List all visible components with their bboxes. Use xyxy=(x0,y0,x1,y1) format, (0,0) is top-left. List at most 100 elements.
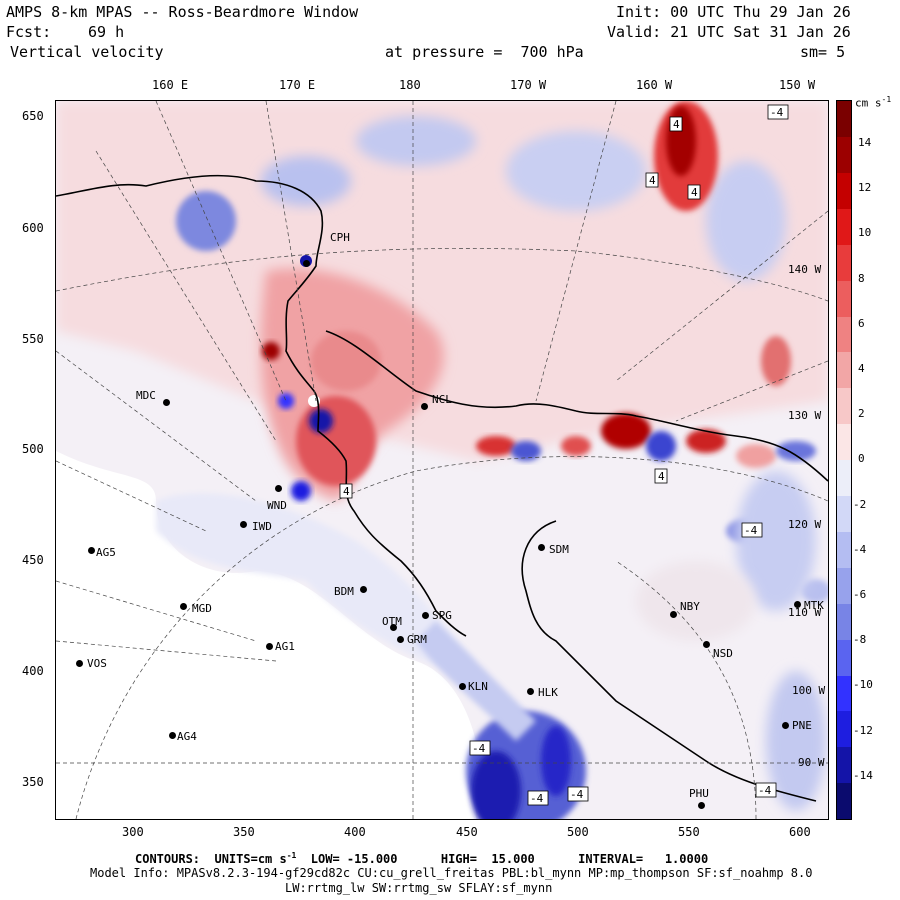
contour-label: 4 xyxy=(673,118,680,131)
station-label-pne: PNE xyxy=(792,719,812,732)
station-label-wnd: WND xyxy=(267,499,287,512)
descent-patch xyxy=(766,671,826,811)
lon-label: 100 W xyxy=(792,684,825,697)
lon-label: 120 W xyxy=(788,518,821,531)
station-marker[interactable] xyxy=(421,403,428,410)
colorbar-segment xyxy=(837,244,851,281)
colorbar-segment xyxy=(837,424,851,461)
station-label-grm: GRM xyxy=(407,633,427,646)
station-label-otm: OTM xyxy=(382,615,402,628)
graticule xyxy=(56,101,828,819)
descent-patch xyxy=(706,161,786,281)
colorbar-segment xyxy=(837,352,851,389)
station-marker[interactable] xyxy=(169,732,176,739)
colorbar-units: cm s-1 xyxy=(855,96,891,109)
colorbar-segment xyxy=(837,567,851,604)
lon-label-160w: 160 W xyxy=(636,78,673,92)
colorbar-segment xyxy=(837,316,851,353)
contours-info: CONTOURS: UNITS=cm s-1 LOW= -15.000 HIGH… xyxy=(135,852,709,866)
lon-label: 110 W xyxy=(788,606,821,619)
descent-core xyxy=(541,726,571,796)
valid-time: Valid: 21 UTC Sat 31 Jan 26 xyxy=(607,23,851,41)
station-marker[interactable] xyxy=(782,722,789,729)
colorbar-label: 4 xyxy=(858,362,865,375)
station-label-spg: SPG xyxy=(432,609,452,622)
colorbar-label: 8 xyxy=(858,271,865,285)
colorbar-label: -12 xyxy=(853,723,873,737)
vertical-velocity-field: 4 4 4 4 4 -4 -4 -4 -4 -4 -4 140 W 130 W xyxy=(56,101,828,819)
station-label-ag1: AG1 xyxy=(275,640,295,653)
lon-label-150w: 150 W xyxy=(779,78,816,92)
colorbar-segment xyxy=(837,675,851,712)
colorbar-segment xyxy=(837,460,851,496)
station-marker[interactable] xyxy=(527,688,534,695)
colorbar-segment xyxy=(837,208,851,245)
colorbar-segment xyxy=(837,495,851,532)
model-info-line2: LW:rrtmg_lw SW:rrtmg_sw SFLAY:sf_mynn xyxy=(285,881,553,895)
station-label-ag5: AG5 xyxy=(96,546,116,559)
contour-label: -4 xyxy=(758,784,772,797)
station-label-vos: VOS xyxy=(87,657,107,670)
colorbar-label: 10 xyxy=(858,226,872,240)
x-tick-label: 500 xyxy=(567,825,589,839)
station-marker[interactable] xyxy=(670,611,677,618)
station-label-bdm: BDM xyxy=(334,585,354,598)
contours-range: LOW= -15.000 HIGH= 15.000 INTERVAL= 1.00… xyxy=(296,852,709,866)
descent-core xyxy=(471,751,521,819)
station-marker[interactable] xyxy=(266,643,273,650)
colorbar-label: 14 xyxy=(858,136,872,149)
colorbar-segment xyxy=(837,531,851,568)
descent-patch xyxy=(356,116,476,166)
colorbar-label: 6 xyxy=(858,316,865,330)
station-marker[interactable] xyxy=(275,485,282,492)
station-marker[interactable] xyxy=(163,399,170,406)
colorbar-label: -6 xyxy=(853,588,867,601)
colorbar-segment xyxy=(837,603,851,640)
x-tick-label: 450 xyxy=(456,825,478,839)
station-label-mtk: MTK xyxy=(804,599,824,612)
station-marker[interactable] xyxy=(422,612,429,619)
descent-band xyxy=(416,621,536,741)
station-marker[interactable] xyxy=(698,802,705,809)
x-tick-label: 350 xyxy=(233,825,255,839)
forecast-hour: 69 h xyxy=(88,23,125,41)
station-marker[interactable] xyxy=(88,547,95,554)
model-info: Model Info: MPASv8.2.3-194-gf29cd82c CU:… xyxy=(90,866,813,880)
y-tick-label: 500 xyxy=(22,442,44,456)
station-marker[interactable] xyxy=(538,544,545,551)
station-label-nsd: NSD xyxy=(713,647,733,660)
station-marker[interactable] xyxy=(397,636,404,643)
x-tick-label: 550 xyxy=(678,825,700,839)
colorbar-segment xyxy=(837,711,851,748)
colorbar-label: -14 xyxy=(853,768,873,782)
station-marker[interactable] xyxy=(180,603,187,610)
colorbar-units-exponent: -1 xyxy=(881,95,892,104)
station-marker[interactable] xyxy=(303,260,310,267)
colorbar-segment xyxy=(837,639,851,676)
ice-shelf-front xyxy=(521,520,817,802)
station-marker[interactable] xyxy=(360,586,367,593)
weak-field xyxy=(636,561,756,641)
colorbar-label: -2 xyxy=(853,497,867,511)
lon-label-180: 180 xyxy=(399,78,421,92)
station-marker[interactable] xyxy=(703,641,710,648)
map-panel[interactable]: 4 4 4 4 4 -4 -4 -4 -4 -4 -4 140 W 130 W xyxy=(55,100,829,820)
contours-units: CONTOURS: UNITS=cm s xyxy=(135,852,287,866)
y-tick-label: 600 xyxy=(22,221,44,235)
station-label-sdm: SDM xyxy=(549,543,569,556)
colorbar-segment xyxy=(837,101,851,137)
station-marker[interactable] xyxy=(390,624,397,631)
station-marker[interactable] xyxy=(76,660,83,667)
x-tick-label: 600 xyxy=(789,825,811,839)
smoothing-value: sm= 5 xyxy=(800,43,846,61)
init-time: Init: 00 UTC Thu 29 Jan 26 xyxy=(616,3,851,21)
station-marker[interactable] xyxy=(459,683,466,690)
station-label-ncl: NCL xyxy=(432,393,452,406)
contour-label: -4 xyxy=(472,742,486,755)
descent-patch xyxy=(261,156,351,206)
station-marker[interactable] xyxy=(794,601,801,608)
plateau-area xyxy=(56,451,476,819)
station-marker[interactable] xyxy=(240,521,247,528)
station-label-nby: NBY xyxy=(680,600,700,613)
contour-label: -4 xyxy=(770,106,784,119)
